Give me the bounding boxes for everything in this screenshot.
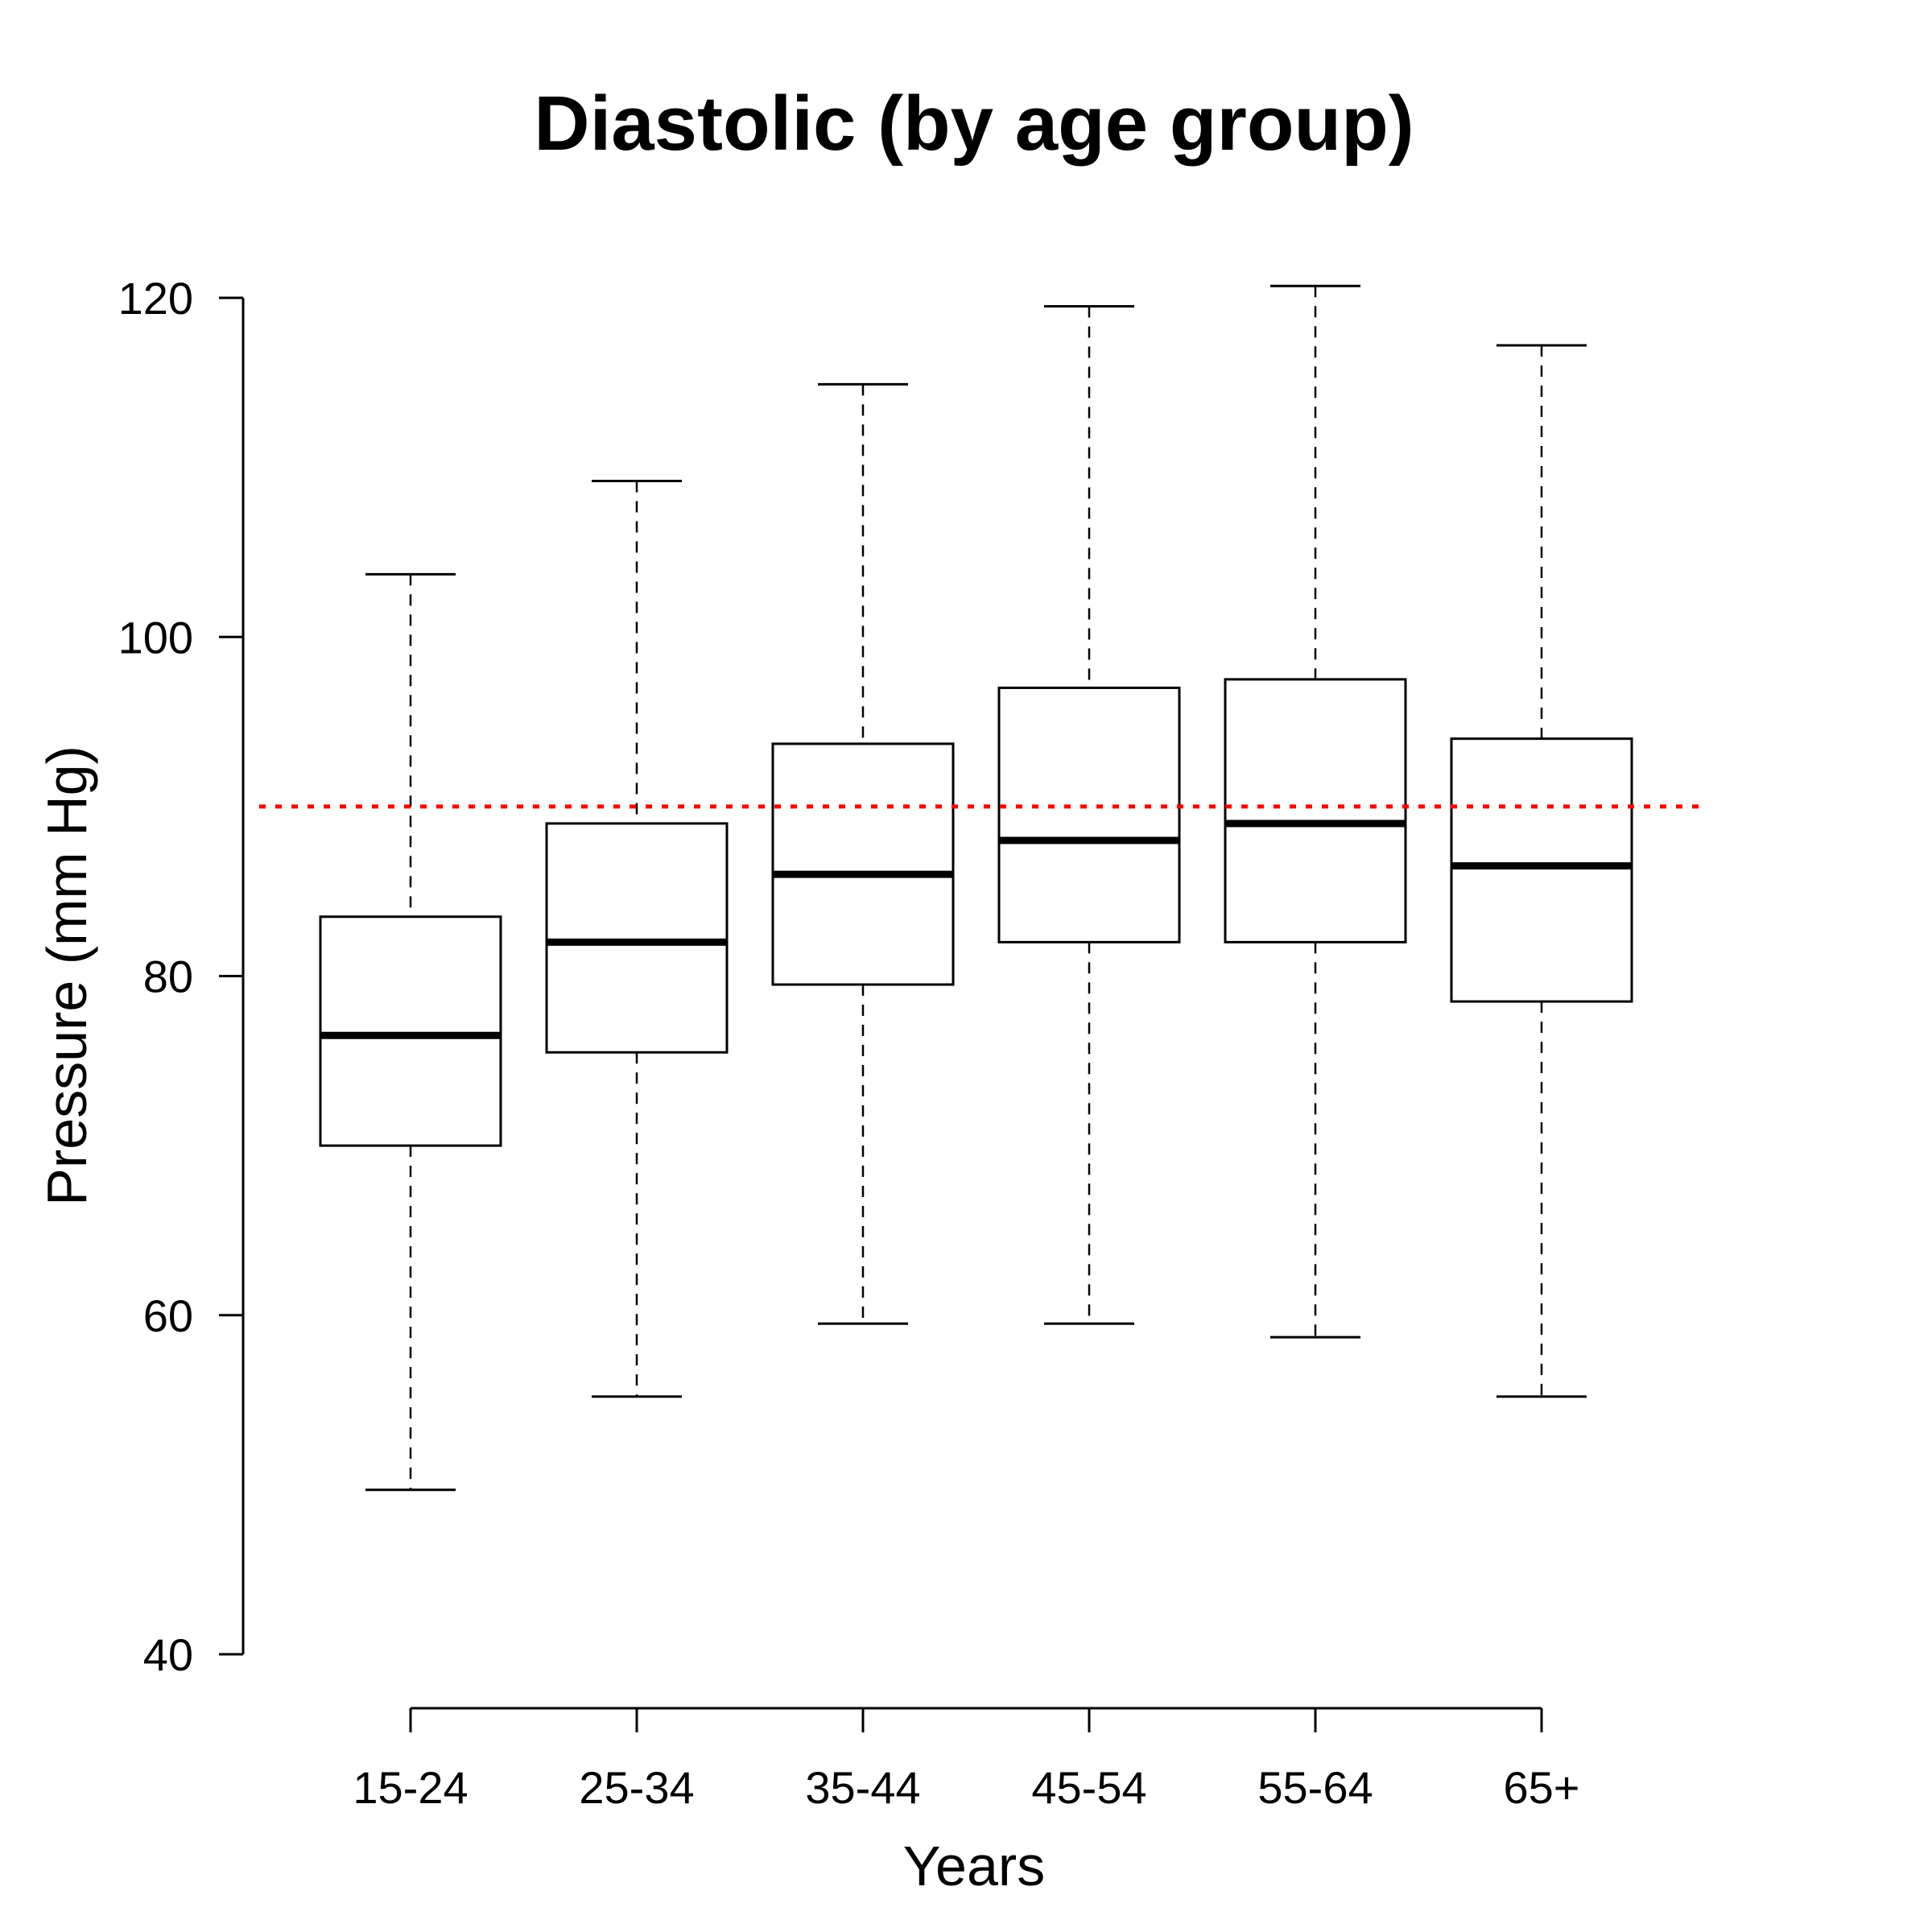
box-65+ [1450, 344, 1633, 1398]
y-tick-label: 60 [143, 1290, 193, 1341]
box-25-34 [545, 479, 729, 1398]
y-tick-label: 40 [143, 1629, 193, 1680]
x-tick-label: 55-64 [1257, 1762, 1373, 1813]
y-axis-label: Pressure (mm Hg) [35, 745, 98, 1206]
x-tick-label: 45-54 [1031, 1762, 1146, 1813]
y-tick-label: 80 [143, 952, 193, 1002]
box-45-54 [997, 305, 1181, 1325]
x-tick-label: 65+ [1504, 1762, 1580, 1813]
y-tick-label: 100 [118, 612, 193, 663]
chart-title: Diastolic (by age group) [534, 80, 1414, 167]
x-axis-label: Years [903, 1835, 1045, 1897]
box-iqr [319, 915, 502, 1147]
box-15-24 [319, 572, 502, 1492]
x-axis: 15-24 25-34 35-44 45-54 55-64 65+ [353, 1707, 1580, 1813]
box-iqr [545, 822, 729, 1054]
box-iqr [1224, 678, 1407, 943]
box-iqr [997, 686, 1181, 943]
y-tick-label: 120 [118, 273, 193, 324]
x-tick-label: 35-44 [805, 1762, 920, 1813]
box-iqr [1450, 737, 1633, 1003]
box-35-44 [771, 382, 955, 1325]
x-tick-label: 25-34 [579, 1762, 694, 1813]
box-series [319, 284, 1633, 1492]
y-axis: 40 60 80 100 120 [118, 273, 245, 1680]
box-iqr [771, 742, 955, 986]
x-tick-label: 15-24 [353, 1762, 468, 1813]
box-55-64 [1224, 284, 1407, 1339]
